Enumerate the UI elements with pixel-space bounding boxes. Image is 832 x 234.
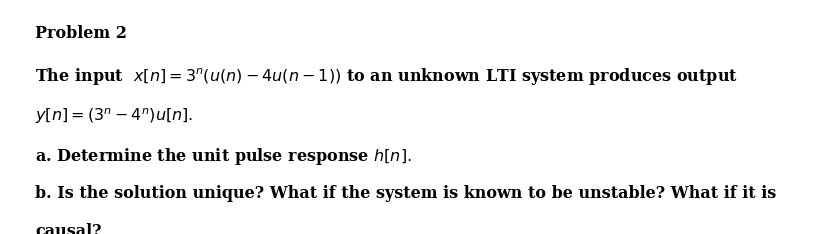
Text: b. Is the solution unique? What if the system is known to be unstable? What if i: b. Is the solution unique? What if the s… — [35, 185, 776, 202]
Text: a. Determine the unit pulse response $h[n].$: a. Determine the unit pulse response $h[… — [35, 146, 412, 167]
Text: causal?: causal? — [35, 223, 102, 234]
Text: $y[n]=(3^n-4^n)u[n].$: $y[n]=(3^n-4^n)u[n].$ — [35, 106, 193, 126]
Text: Problem 2: Problem 2 — [35, 25, 127, 42]
Text: The input  $x[n]=3^n(u(n)-4u(n-1))$ to an unknown LTI system produces output: The input $x[n]=3^n(u(n)-4u(n-1))$ to an… — [35, 66, 738, 87]
